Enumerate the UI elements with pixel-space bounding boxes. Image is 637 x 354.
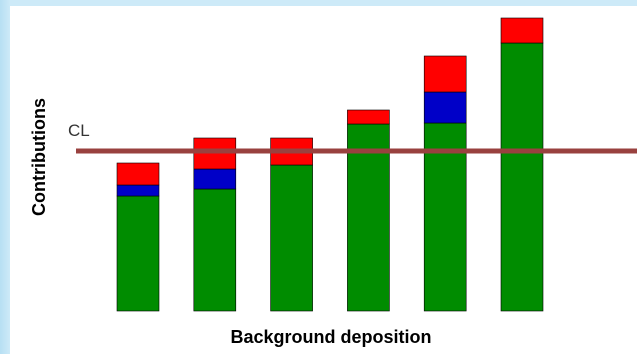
bar-1-segment-2 [116,184,160,197]
bar-6-segment-3 [500,17,544,44]
bar-5-segment-3 [423,55,467,93]
bar-3-segment-1 [270,164,313,312]
bars-group [116,17,544,312]
bar-1-segment-1 [116,195,160,312]
bar-5-segment-2 [423,91,467,124]
bar-4-segment-3 [347,109,390,125]
bar-2-segment-1 [193,188,237,312]
cl-label: CL [68,121,90,140]
bar-2-segment-2 [193,168,237,190]
bar-1-segment-3 [116,162,160,186]
bar-5-segment-1 [423,122,467,312]
bar-6-segment-1 [500,42,544,312]
bar-4-segment-1 [347,123,390,312]
x-axis-title: Background deposition [230,327,431,347]
y-axis-title: Contributions [29,98,49,216]
